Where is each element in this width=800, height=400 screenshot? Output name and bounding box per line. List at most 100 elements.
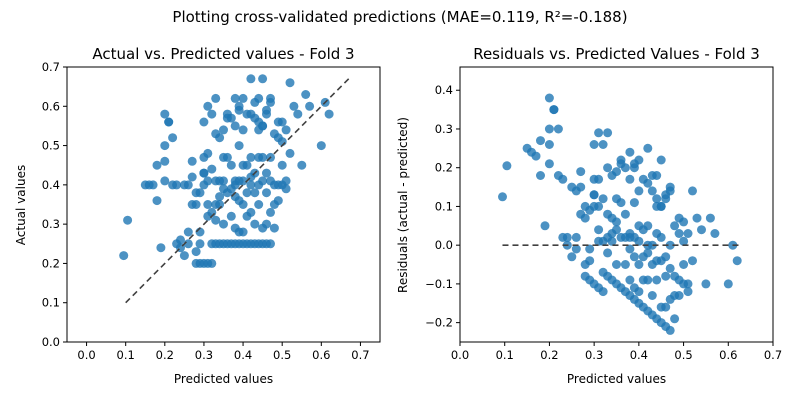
data-point — [629, 198, 639, 208]
data-point — [316, 141, 326, 151]
data-point — [558, 174, 568, 184]
data-point — [211, 215, 221, 225]
reference-line — [125, 78, 350, 304]
data-point — [152, 196, 162, 206]
data-point — [589, 140, 599, 149]
data-point — [625, 244, 635, 254]
data-point — [238, 125, 248, 135]
actual-vs-predicted-panel: Actual vs. Predicted values - Fold 3 Pre… — [14, 45, 381, 386]
data-point — [219, 125, 228, 135]
data-point — [250, 188, 260, 198]
data-point — [634, 186, 644, 196]
data-point — [661, 271, 671, 281]
data-point — [576, 182, 586, 192]
data-point — [277, 117, 287, 127]
data-point — [148, 180, 158, 190]
data-point — [607, 236, 617, 246]
data-point — [661, 190, 671, 200]
data-point — [612, 225, 621, 235]
x-tick-label: 0.0 — [451, 348, 469, 362]
data-point — [230, 93, 240, 103]
x-tick-label: 0.0 — [77, 348, 95, 362]
data-point — [701, 279, 711, 289]
data-point — [219, 176, 228, 186]
data-point — [571, 232, 581, 242]
data-point — [203, 148, 213, 158]
data-point — [544, 93, 554, 103]
data-point — [187, 156, 197, 166]
data-point — [665, 182, 675, 192]
data-point — [219, 219, 228, 229]
data-point — [571, 244, 581, 254]
scatter-points — [498, 93, 742, 335]
data-point — [258, 176, 268, 186]
x-tick-label: 0.1 — [117, 348, 135, 362]
data-point — [580, 213, 590, 223]
data-point — [160, 156, 170, 166]
data-point — [211, 93, 221, 103]
data-point — [576, 167, 586, 177]
data-point — [531, 151, 541, 161]
data-point — [656, 201, 666, 211]
data-point — [195, 239, 205, 249]
data-point — [594, 225, 604, 235]
data-point — [254, 200, 264, 209]
data-point — [160, 176, 170, 186]
data-point — [273, 196, 283, 206]
data-point — [723, 279, 733, 289]
data-point — [634, 260, 644, 269]
data-point — [536, 136, 545, 146]
data-point — [661, 302, 671, 312]
data-point — [266, 93, 275, 103]
y-tick-label: −0.2 — [425, 316, 453, 330]
data-point — [634, 236, 644, 246]
data-point — [594, 201, 604, 211]
y-tick-label: 0.4 — [435, 83, 453, 97]
plot-frame — [66, 66, 381, 343]
data-point — [191, 200, 201, 209]
data-point — [594, 174, 604, 184]
x-tick-label: 0.6 — [719, 348, 737, 362]
data-point — [242, 188, 252, 198]
data-point — [544, 159, 554, 169]
data-point — [625, 232, 635, 242]
data-point — [226, 160, 236, 170]
x-tick-label: 0.6 — [312, 348, 330, 362]
plot-frame — [459, 66, 774, 343]
data-point — [603, 163, 613, 173]
y-tick-label: 0.0 — [435, 238, 453, 252]
data-point — [269, 223, 279, 233]
x-tick-label: 0.3 — [585, 348, 603, 362]
x-tick-label: 0.5 — [273, 348, 291, 362]
y-axis-label: Actual values — [14, 165, 28, 245]
data-point — [207, 164, 217, 174]
data-point — [643, 248, 653, 258]
data-point — [156, 243, 166, 253]
data-point — [262, 105, 271, 115]
data-point — [679, 236, 689, 246]
data-point — [191, 247, 201, 257]
data-point — [246, 180, 256, 190]
data-point — [670, 314, 680, 324]
x-tick-label: 0.7 — [764, 348, 782, 362]
data-point — [540, 221, 550, 231]
data-point — [679, 260, 689, 269]
data-point — [285, 148, 295, 158]
x-tick-label: 0.1 — [496, 348, 514, 362]
data-point — [625, 147, 635, 157]
data-point — [652, 171, 662, 180]
data-point — [688, 256, 697, 266]
data-point — [246, 74, 256, 84]
data-point — [238, 93, 248, 103]
y-tick-label: 0.1 — [42, 296, 60, 310]
data-point — [183, 227, 193, 237]
data-point — [262, 188, 271, 198]
data-point — [305, 101, 315, 111]
residuals-vs-predicted-panel: Residuals vs. Predicted Values - Fold 3 … — [396, 45, 782, 386]
x-tick-label: 0.5 — [674, 348, 692, 362]
data-point — [238, 176, 248, 186]
data-point — [222, 152, 232, 162]
y-tick-label: 0.3 — [435, 122, 453, 136]
data-point — [710, 229, 720, 238]
